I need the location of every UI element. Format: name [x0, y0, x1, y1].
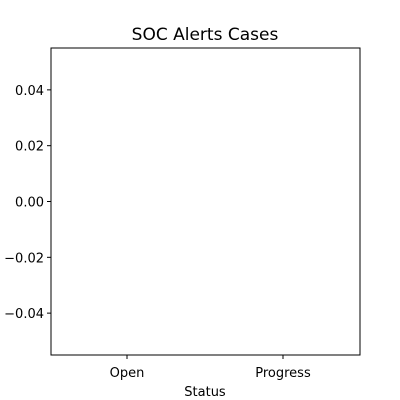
chart-title: SOC Alerts Cases [132, 25, 279, 45]
y-axis-ticks: 0.04 0.02 0.00 −0.02 −0.04 [4, 84, 51, 322]
y-tick-label: −0.04 [4, 307, 44, 322]
x-tick-label: Open [110, 366, 145, 381]
x-axis-ticks: Open Progress [110, 355, 311, 381]
y-tick-label: 0.00 [15, 196, 44, 211]
y-tick-label: −0.02 [4, 251, 44, 266]
y-tick-label: 0.04 [15, 84, 44, 99]
x-axis-label: Status [184, 385, 226, 400]
y-tick-label: 0.02 [15, 140, 44, 155]
x-tick-label: Progress [255, 366, 311, 381]
